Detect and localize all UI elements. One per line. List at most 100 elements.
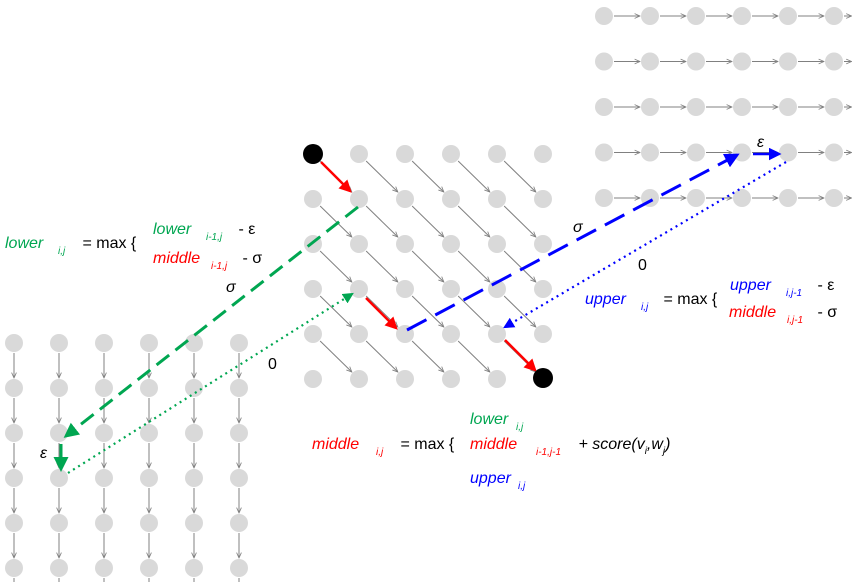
upper-node [595,189,613,207]
lower-node [5,514,23,532]
lower-node [50,379,68,397]
lower-node [95,334,113,352]
lower-node [5,424,23,442]
middle-edge [411,160,444,192]
lower-node [95,469,113,487]
middle-formula-term2-tail: + score(vi,wj) [574,436,670,457]
upper-recurrence-formula: upper i,j = max { upper i,j-1 - ε middle… [585,277,837,326]
sigma-right-label: σ [573,219,584,236]
lower-formula-term2: middle [153,250,200,267]
middle-node [488,235,506,253]
middle-edge [411,295,444,327]
lower-node [230,334,248,352]
middle-formula-term2-sub: i-1,j-1 [536,447,561,458]
upper-node [733,52,751,71]
sigma-left-label: σ [226,279,237,296]
lower-node [50,514,68,532]
upper-formula-lhs-sub: i,j [641,302,649,313]
middle-node [304,370,322,388]
upper-node [779,143,797,162]
epsilon-left-label: ε [40,445,48,462]
middle-formula-term3: upper [470,470,512,487]
middle-edge [457,160,490,192]
lower-node [140,424,158,442]
lower-node [5,559,23,577]
score-mid: ,w [647,436,664,453]
upper-node [825,143,843,162]
upper-node [641,52,659,71]
middle-edge [503,160,536,192]
lower-node [95,424,113,442]
upper-node [687,143,705,162]
upper-node [733,98,751,116]
upper-node [687,7,705,25]
middle-node [350,235,368,253]
middle-edge [503,295,536,327]
lower-open-gap-arrow [63,205,359,438]
middle-edge [457,340,490,372]
middle-formula-max: = max { [396,436,455,453]
upper-formula-max: = max { [659,291,718,308]
lower-node [230,379,248,397]
lower-formula-term1-sub: i-1,j [206,232,223,243]
upper-node [779,98,797,116]
middle-node [350,280,368,298]
middle-node [442,280,460,298]
middle-node [304,325,322,343]
lower-formula-term2-tail: - σ [238,250,262,267]
lower-node [140,379,158,397]
middle-edge [319,340,352,372]
middle-node [396,145,414,163]
middle-edge [319,250,352,282]
middle-node [442,370,460,388]
middle-recurrence-formula: lower i,j middle i,j = max { middle i-1,… [312,411,670,492]
zero-right-label: 0 [638,257,647,274]
epsilon-right-label: ε [757,134,765,151]
middle-node [488,145,506,163]
lower-node [140,469,158,487]
middle-edge [457,205,490,237]
middle-edge [319,295,352,327]
lower-node [5,334,23,352]
upper-node [779,7,797,25]
lower-node [230,469,248,487]
middle-formula-term1-sub: i,j [516,422,524,433]
lower-node [185,559,203,577]
middle-formula-lhs: middle [312,436,359,453]
middle-node [304,190,322,208]
middle-arrow-2 [365,297,398,330]
middle-formula-term2: middle [470,436,517,453]
upper-formula-term1-tail: - ε [813,277,834,294]
score-close: ) [663,436,670,453]
upper-node [825,52,843,71]
upper-node [595,98,613,116]
middle-edge [365,205,398,237]
lower-node [50,334,68,352]
lower-node [140,334,158,352]
lower-formula-term1-tail: - ε [234,221,255,238]
upper-node [595,7,613,25]
middle-edge [365,160,398,192]
upper-node [779,189,797,207]
upper-node [779,52,797,71]
middle-node [534,235,552,253]
grid-layers [5,7,852,582]
middle-edge [457,295,490,327]
middle-node [534,325,552,343]
upper-node [733,7,751,25]
middle-node [350,145,368,163]
upper-node [687,52,705,71]
middle-edge [365,295,398,327]
lower-node [185,379,203,397]
middle-node [350,325,368,343]
lower-node [230,424,248,442]
middle-node [350,190,368,208]
middle-node [442,325,460,343]
middle-edge [365,250,398,282]
middle-arrow-1 [320,161,352,193]
lower-node [140,514,158,532]
sink-node [533,368,553,388]
lower-node [95,559,113,577]
